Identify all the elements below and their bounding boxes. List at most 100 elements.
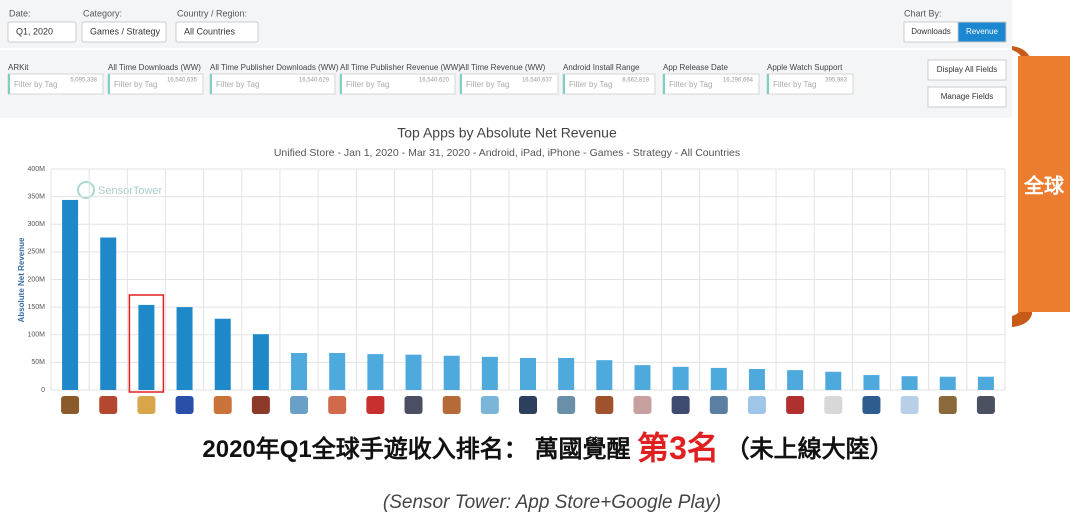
bar (825, 371, 842, 390)
field-button[interactable] (927, 59, 1007, 81)
filter-count: 8,662,819 (622, 78, 649, 84)
filter-count: 395,983 (825, 78, 847, 84)
filter-placeholder: Filter by Tag (773, 80, 816, 89)
bar (863, 375, 880, 390)
filter-count: 5,095,338 (70, 78, 97, 84)
app-icon[interactable] (976, 396, 995, 414)
filter-label: All Time Revenue (WW) (460, 63, 546, 72)
filter-accent (108, 74, 110, 94)
caption-part: 第3名 (637, 430, 719, 466)
app-icon[interactable] (633, 396, 652, 414)
y-tick-label: 50M (31, 359, 45, 366)
app-icon[interactable] (404, 396, 423, 414)
bar (901, 376, 918, 390)
app-icon[interactable] (251, 396, 270, 414)
caption-source: (Sensor Tower: App Store+Google Play) (383, 492, 721, 513)
field-button[interactable] (927, 86, 1007, 108)
app-icon[interactable] (900, 396, 919, 414)
category-dropdown-value: Games / Strategy (90, 26, 161, 36)
date-dropdown[interactable] (7, 21, 77, 43)
chart-by-text: Downloads (911, 27, 951, 36)
y-tick-label: 150M (27, 304, 45, 311)
app-icon[interactable] (328, 396, 347, 414)
date-dropdown-value: Q1, 2020 (16, 26, 53, 36)
filter-placeholder: Filter by Tag (216, 80, 259, 89)
filter-accent (767, 74, 769, 94)
app-icon[interactable] (442, 396, 461, 414)
app-icon[interactable] (709, 396, 728, 414)
filter-label: All Time Publisher Revenue (WW) (340, 63, 461, 72)
app-icon[interactable] (480, 396, 499, 414)
filter-placeholder: Filter by Tag (14, 80, 57, 89)
filter-label: ARKit (8, 63, 29, 72)
bar (367, 354, 384, 390)
field-label: Category: (83, 8, 122, 18)
filter-count: 16,540,620 (419, 78, 450, 84)
filter-accent (460, 74, 462, 94)
bar (939, 376, 956, 390)
chart-by-text: Revenue (966, 27, 999, 36)
bar (291, 352, 308, 390)
bar (138, 304, 155, 390)
app-icon[interactable] (290, 396, 309, 414)
filter-accent (563, 74, 565, 94)
filter-label: All Time Publisher Downloads (WW) (210, 63, 339, 72)
app-icon[interactable] (747, 396, 766, 414)
bar (62, 199, 79, 390)
bar (977, 376, 994, 390)
filter-placeholder: Filter by Tag (466, 80, 509, 89)
y-tick-label: 200M (27, 276, 45, 283)
chart-panel (3, 118, 1012, 418)
app-icon[interactable] (137, 396, 156, 414)
app-icon[interactable] (213, 396, 232, 414)
filter-count: 16,540,629 (299, 78, 330, 84)
app-icon[interactable] (671, 396, 690, 414)
watermark: SensorTower (98, 185, 163, 197)
bar (252, 334, 269, 390)
chart-by-button[interactable] (957, 21, 1007, 43)
filter-count: 16,540,637 (522, 78, 553, 84)
y-tick-label: 350M (27, 193, 45, 200)
app-icon[interactable] (938, 396, 957, 414)
bar (214, 318, 231, 390)
caption-part: （未上線大陸） (719, 435, 894, 463)
app-icon[interactable] (175, 396, 194, 414)
bar (710, 367, 727, 390)
bar (100, 237, 117, 390)
app-icon[interactable] (366, 396, 385, 414)
ribbon (1018, 56, 1070, 312)
field-button-text: Display All Fields (937, 65, 997, 74)
filter-placeholder: Filter by Tag (669, 80, 712, 89)
filter-placeholder: Filter by Tag (114, 80, 157, 89)
bar (481, 356, 498, 390)
app-icon[interactable] (786, 396, 805, 414)
app-icon[interactable] (824, 396, 843, 414)
highlight-box (128, 294, 165, 393)
filter-accent (340, 74, 342, 94)
y-tick-label: 250M (27, 249, 45, 256)
app-icon[interactable] (61, 396, 80, 414)
y-tick-label: 0 (41, 387, 45, 394)
filter-label: App Release Date (663, 63, 728, 72)
filter-label: Apple Watch Support (767, 63, 843, 72)
bar (634, 365, 651, 390)
bar (748, 369, 765, 390)
app-icon[interactable] (519, 396, 537, 414)
bar (596, 360, 613, 390)
y-tick-label: 100M (27, 332, 45, 339)
bar (176, 307, 193, 390)
field-label: Country / Region: (177, 8, 247, 18)
side-label: 全球 (1023, 173, 1065, 197)
chart-title: Top Apps by Absolute Net Revenue (397, 125, 617, 141)
filter-placeholder: Filter by Tag (346, 80, 389, 89)
category-dropdown[interactable] (81, 21, 167, 43)
filter-label: All Time Downloads (WW) (108, 63, 201, 72)
bar (672, 366, 689, 390)
app-icon[interactable] (99, 396, 118, 414)
watermark-logo (77, 181, 95, 199)
app-icon[interactable] (595, 396, 614, 414)
app-icon[interactable] (862, 396, 881, 414)
bar (405, 354, 422, 390)
app-icon[interactable] (557, 396, 576, 414)
region-dropdown[interactable] (175, 21, 259, 43)
